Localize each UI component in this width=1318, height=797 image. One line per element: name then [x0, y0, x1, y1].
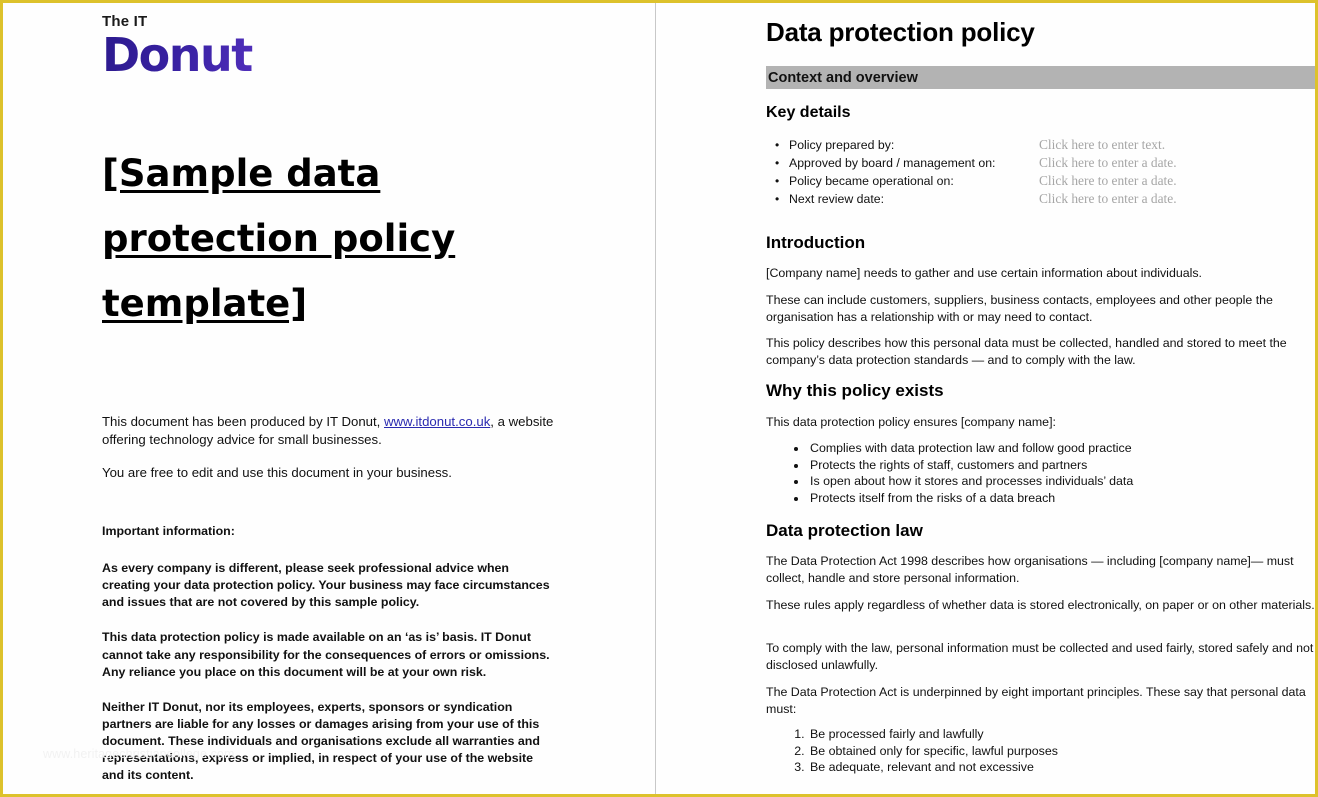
heading-why-this-policy-exists: Why this policy exists: [766, 381, 944, 400]
why-policy-bullet-list: Complies with data protection law and fo…: [766, 440, 1315, 507]
data-protection-law-paragraph: The Data Protection Act 1998 describes h…: [766, 554, 1294, 585]
why-policy-lead: This data protection policy ensures [com…: [766, 415, 1056, 429]
section-banner-label: Context and overview: [768, 69, 918, 86]
key-details-label: Policy became operational on:: [789, 174, 954, 188]
key-details-list: • Policy prepared by: Click here to ente…: [766, 136, 1315, 208]
key-details-label: Policy prepared by:: [789, 138, 895, 152]
important-heading: Important information:: [102, 524, 235, 538]
heading-key-details: Key details: [766, 104, 851, 121]
list-item: Be obtained only for specific, lawful pu…: [808, 743, 1315, 760]
section-banner-context-and-overview: Context and overview: [766, 66, 1315, 89]
bullet-icon: •: [775, 174, 780, 188]
heading-introduction: Introduction: [766, 233, 866, 252]
list-item: Be processed fairly and lawfully: [808, 726, 1315, 743]
key-details-placeholder[interactable]: Click here to enter a date.: [1039, 173, 1177, 188]
bullet-icon: •: [775, 138, 780, 152]
bullet-icon: •: [775, 192, 780, 206]
introduction-paragraph: This policy describes how this personal …: [766, 336, 1287, 367]
list-item: Is open about how it stores and processe…: [808, 473, 1315, 490]
important-information-block: Important information: As every company …: [102, 523, 554, 794]
list-item: Protects itself from the risks of a data…: [808, 490, 1315, 507]
list-item: Protects the rights of staff, customers …: [808, 457, 1315, 474]
list-item: Be adequate, relevant and not excessive: [808, 759, 1315, 776]
free-to-edit-paragraph: You are free to edit and use this docume…: [102, 465, 452, 481]
list-item: Complies with data protection law and fo…: [808, 440, 1315, 457]
policy-title: Data protection policy: [766, 17, 1035, 47]
key-details-row: • Policy prepared by: Click here to ente…: [766, 136, 1315, 154]
introduction-paragraph: These can include customers, suppliers, …: [766, 293, 1273, 324]
logo-top-text: The IT: [102, 13, 148, 30]
important-paragraph: As every company is different, please se…: [102, 561, 550, 610]
itdonut-logo: The IT Donut: [102, 14, 362, 79]
heading-data-protection-law: Data protection law: [766, 521, 923, 540]
data-protection-law-paragraph: To comply with the law, personal informa…: [766, 641, 1314, 672]
page-title: [Sample data protection policy template]: [102, 152, 456, 326]
introduction-paragraph: [Company name] needs to gather and use c…: [766, 266, 1203, 280]
bullet-icon: •: [775, 156, 780, 170]
produced-by-paragraph: This document has been produced by IT Do…: [102, 413, 554, 449]
key-details-placeholder[interactable]: Click here to enter text.: [1039, 137, 1166, 152]
page-right: Data protection policy Context and overv…: [668, 3, 1315, 794]
key-details-row: • Next review date: Click here to enter …: [766, 190, 1315, 208]
itdonut-link[interactable]: www.itdonut.co.uk: [384, 414, 491, 429]
important-paragraph: This data protection policy is made avai…: [102, 630, 550, 679]
left-intro-body: This document has been produced by IT Do…: [102, 413, 554, 499]
watermark-text: www.heritagechristiancollege.com: [43, 747, 235, 761]
key-details-row: • Approved by board / management on: Cli…: [766, 154, 1315, 172]
data-protection-law-paragraph: These rules apply regardless of whether …: [766, 598, 1315, 612]
data-protection-law-paragraph: The Data Protection Act is underpinned b…: [766, 685, 1306, 716]
key-details-placeholder[interactable]: Click here to enter a date.: [1039, 155, 1177, 170]
produced-by-text-after: , a website offering technology advice f…: [102, 414, 554, 448]
logo-wordmark: Donut: [102, 31, 362, 80]
key-details-label: Approved by board / management on:: [789, 156, 996, 170]
key-details-row: • Policy became operational on: Click he…: [766, 172, 1315, 190]
data-protection-principles-list: Be processed fairly and lawfully Be obta…: [766, 726, 1315, 776]
page-left: The IT Donut [Sample data protection pol…: [3, 3, 652, 794]
produced-by-text-before: This document has been produced by IT Do…: [102, 414, 384, 429]
two-page-spread: The IT Donut [Sample data protection pol…: [3, 3, 1315, 794]
page-gutter-rule-left: [655, 3, 656, 794]
key-details-placeholder[interactable]: Click here to enter a date.: [1039, 191, 1177, 206]
important-paragraph: Neither IT Donut, nor its employees, exp…: [102, 699, 540, 783]
key-details-label: Next review date:: [789, 192, 885, 206]
